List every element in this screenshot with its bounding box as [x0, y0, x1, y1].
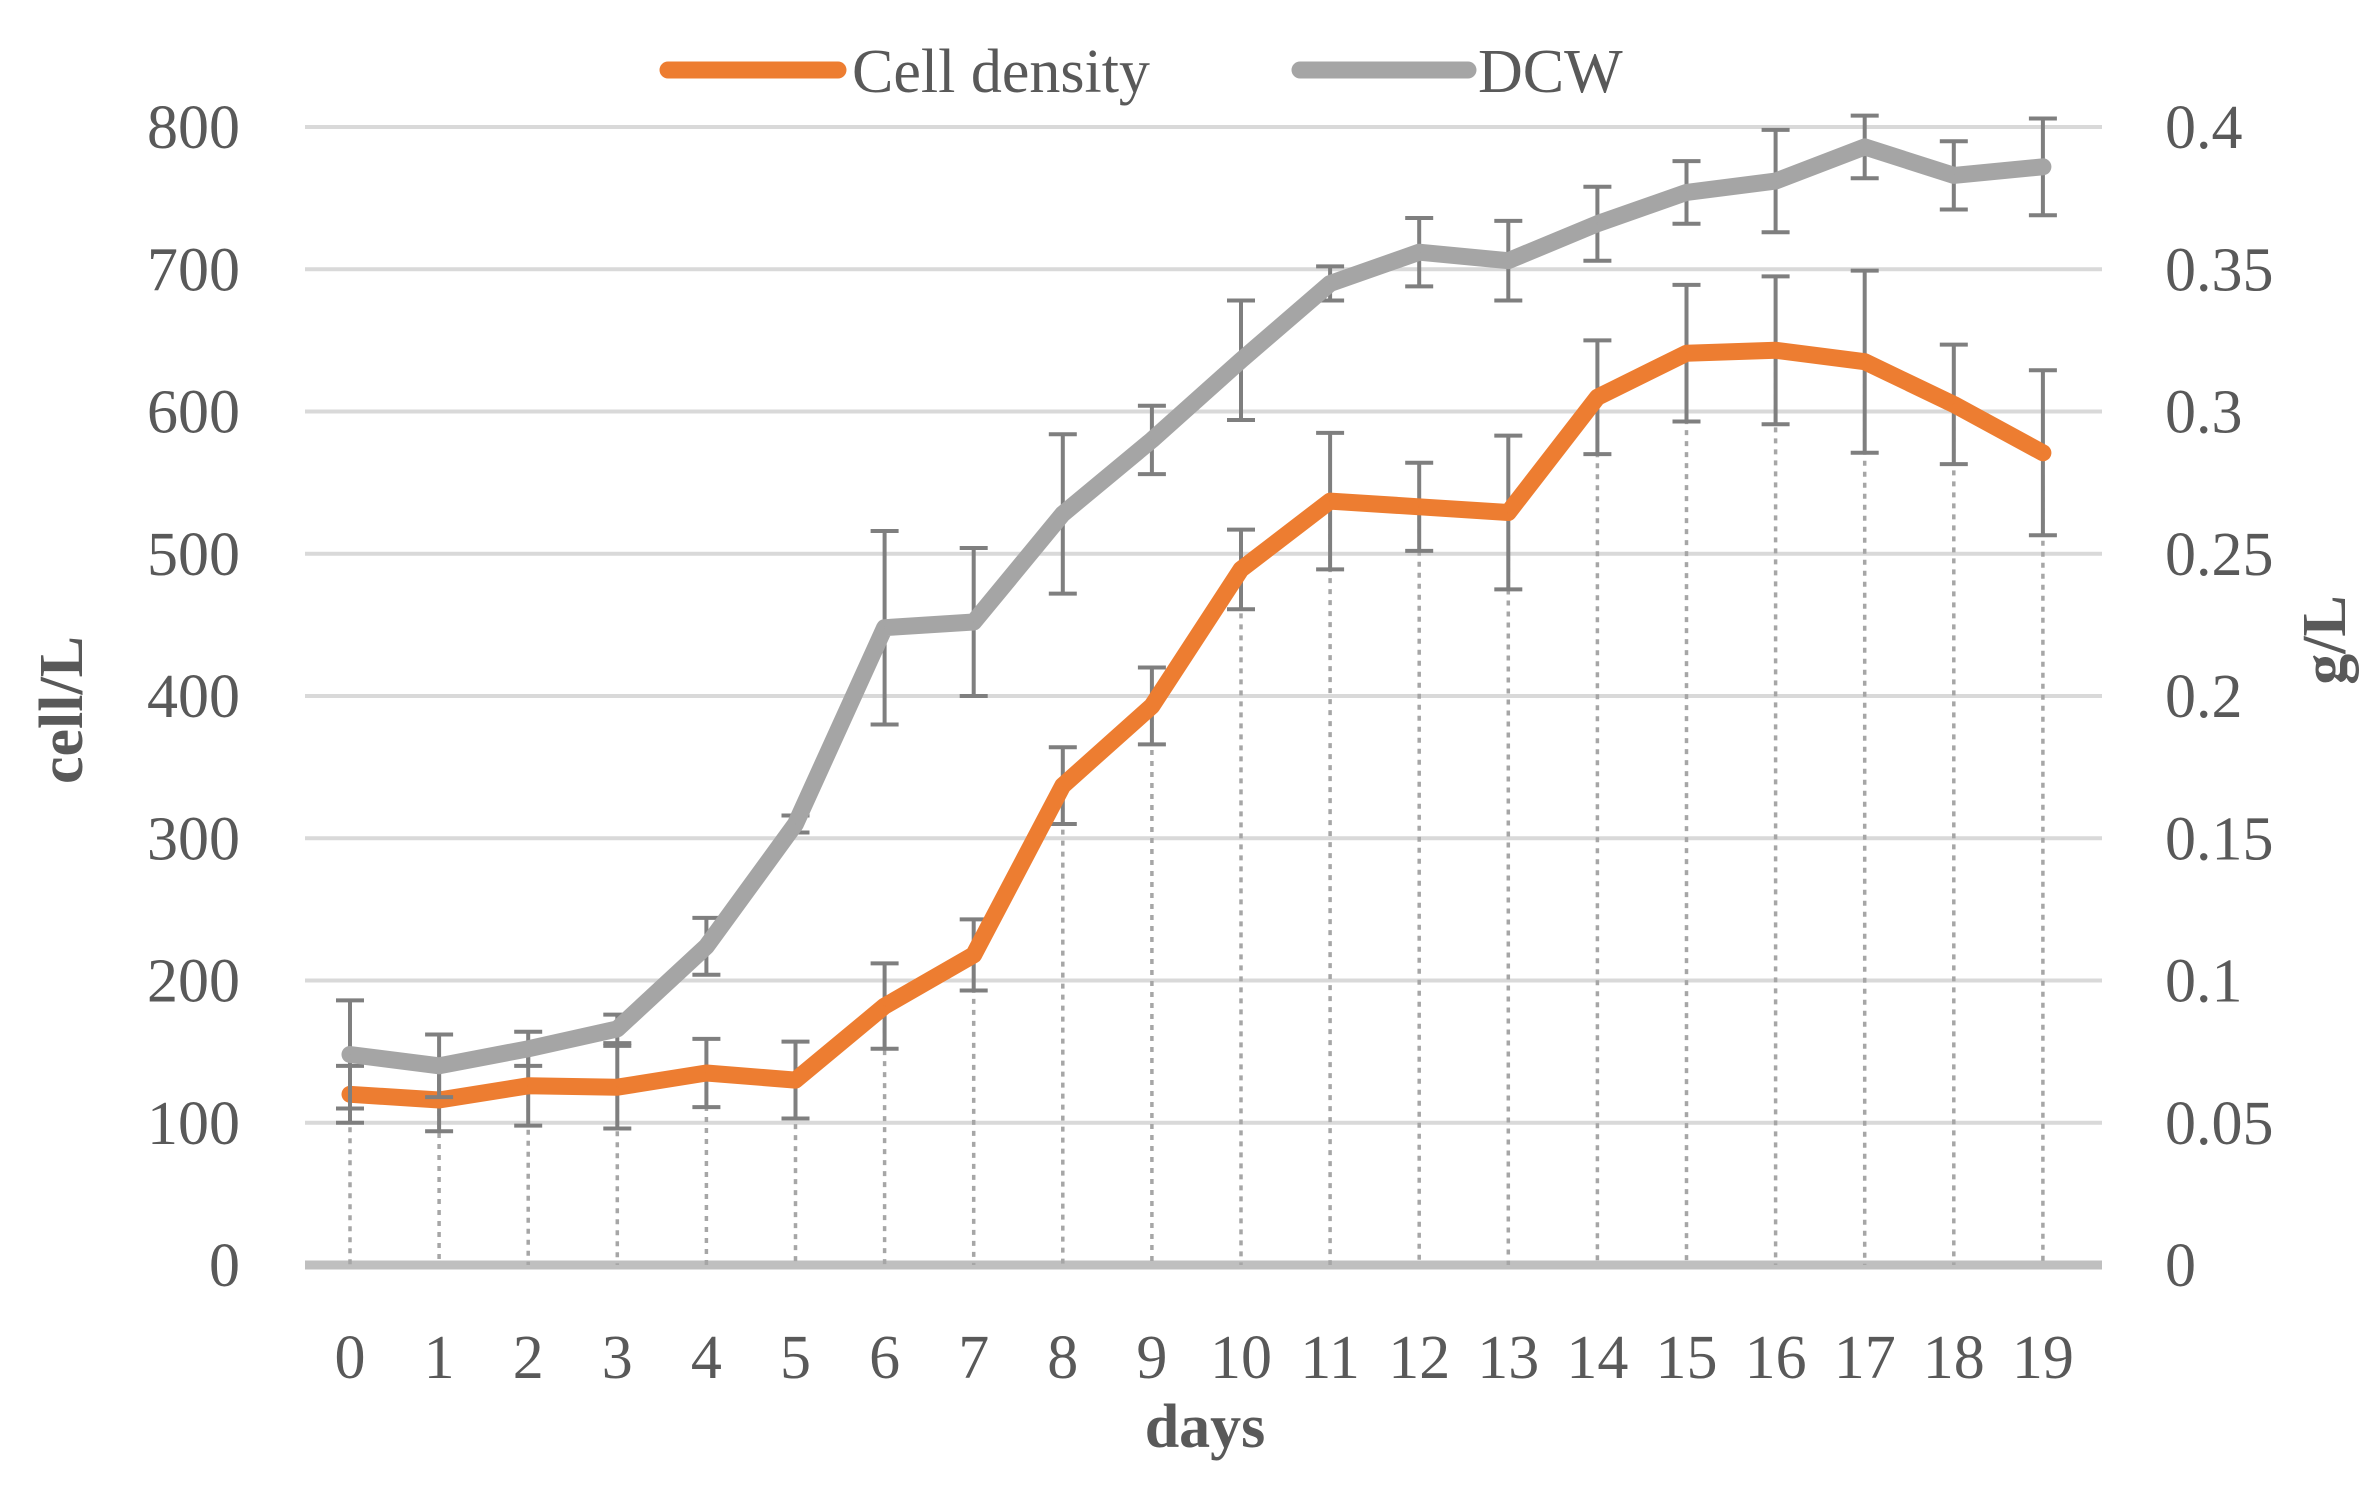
data-point-dcw	[1329, 282, 1332, 285]
x-tick-label: 9	[1136, 1324, 1167, 1392]
data-point-cell-density	[1418, 505, 1421, 508]
error-bars-dcw	[336, 113, 2057, 1111]
y-left-tick-label: 500	[147, 521, 240, 589]
y-right-tick-label: 0.25	[2165, 521, 2274, 589]
x-tick-label: 17	[1834, 1324, 1896, 1392]
data-point-cell-density	[883, 1005, 886, 1008]
data-point-cell-density	[1952, 403, 1955, 406]
x-tick-label: 7	[958, 1324, 989, 1392]
x-tick-label: 15	[1656, 1324, 1718, 1392]
data-point-cell-density	[2041, 451, 2044, 454]
data-point-dcw	[1507, 259, 1510, 262]
data-point-cell-density	[1685, 352, 1688, 355]
data-point-cell-density	[616, 1086, 619, 1089]
series-line-dcw	[341, 138, 2052, 1075]
data-point-cell-density	[1596, 396, 1599, 399]
data-point-dcw	[349, 1053, 351, 1056]
x-tick-label: 18	[1923, 1324, 1985, 1392]
data-point-cell-density	[705, 1071, 708, 1074]
data-point-dcw	[438, 1064, 441, 1067]
x-tick-label: 16	[1745, 1324, 1807, 1392]
data-point-cell-density	[1329, 500, 1332, 503]
y-left-tick-label: 800	[147, 94, 240, 162]
data-point-dcw	[2041, 165, 2044, 168]
y-left-tick-label: 300	[147, 805, 240, 873]
legend-label-dcw: DCW	[1478, 38, 1623, 106]
x-tick-label: 12	[1388, 1324, 1450, 1392]
data-point-dcw	[1596, 222, 1599, 225]
y-axis-right-title: g/L	[2291, 595, 2359, 685]
data-point-dcw	[794, 823, 797, 826]
y-left-tick-label: 0	[209, 1232, 240, 1300]
data-point-dcw	[1952, 174, 1955, 177]
data-point-cell-density	[527, 1084, 530, 1087]
data-point-dcw	[1418, 251, 1421, 254]
x-tick-label: 19	[2012, 1324, 2074, 1392]
y-left-tick-label: 200	[147, 948, 240, 1016]
x-tick-label: 3	[602, 1324, 633, 1392]
series-line-cell-density	[341, 341, 2052, 1109]
x-tick-label: 1	[424, 1324, 455, 1392]
x-tick-label: 11	[1300, 1324, 1360, 1392]
x-tick-label: 8	[1047, 1324, 1078, 1392]
legend: Cell density DCW	[659, 38, 1623, 106]
legend-label-cell-density: Cell density	[852, 38, 1150, 106]
x-axis-title: days	[1145, 1393, 1266, 1461]
y-left-tick-label: 700	[147, 236, 240, 304]
data-point-dcw	[1863, 145, 1866, 148]
y-right-tick-label: 0.2	[2165, 663, 2243, 731]
data-point-dcw	[616, 1027, 619, 1030]
data-point-cell-density	[1863, 360, 1866, 363]
x-tick-label: 13	[1477, 1324, 1539, 1392]
y-left-tick-label: 400	[147, 663, 240, 731]
x-tick-label: 10	[1210, 1324, 1272, 1392]
data-point-dcw	[1685, 191, 1688, 194]
x-tick-label: 4	[691, 1324, 722, 1392]
y-right-tick-label: 0.15	[2165, 805, 2274, 873]
y-right-tick-label: 0.35	[2165, 236, 2274, 304]
data-point-dcw	[527, 1047, 530, 1050]
data-point-dcw	[1240, 359, 1242, 362]
data-point-cell-density	[1061, 784, 1064, 787]
data-point-dcw	[1774, 180, 1777, 183]
drop-lines	[348, 350, 2045, 1265]
x-tick-label: 2	[513, 1324, 544, 1392]
x-tick-label: 6	[869, 1324, 900, 1392]
y-right-tick-label: 0.1	[2165, 948, 2243, 1016]
y-left-tick-label: 600	[147, 379, 240, 447]
y-right-tick-label: 0.4	[2165, 94, 2243, 162]
x-tick-label: 5	[780, 1324, 811, 1392]
data-point-cell-density	[1150, 704, 1153, 707]
x-tick-label: 0	[335, 1324, 366, 1392]
x-tick-label: 14	[1566, 1324, 1628, 1392]
tick-labels: 010020030040050060070080000.050.10.150.2…	[147, 94, 2274, 1392]
y-right-tick-label: 0.05	[2165, 1090, 2274, 1158]
data-point-dcw	[705, 945, 708, 948]
data-point-cell-density	[972, 953, 975, 956]
data-point-dcw	[1150, 438, 1153, 441]
data-point-cell-density	[1774, 349, 1777, 352]
gridlines	[305, 125, 2102, 1270]
data-point-cell-density	[438, 1098, 441, 1101]
data-point-cell-density	[1507, 511, 1510, 514]
series-cell-density	[336, 268, 2057, 1134]
series-dcw	[336, 113, 2057, 1111]
y-right-tick-label: 0.3	[2165, 379, 2243, 447]
data-point-dcw	[883, 626, 886, 629]
data-point-cell-density	[1240, 568, 1242, 571]
data-point-cell-density	[794, 1079, 797, 1082]
y-axis-left-title: cell/L	[28, 636, 96, 784]
data-point-dcw	[972, 621, 975, 624]
y-left-tick-label: 100	[147, 1090, 240, 1158]
data-point-dcw	[1061, 512, 1064, 515]
series-layer	[336, 113, 2057, 1134]
y-right-tick-label: 0	[2165, 1232, 2196, 1300]
